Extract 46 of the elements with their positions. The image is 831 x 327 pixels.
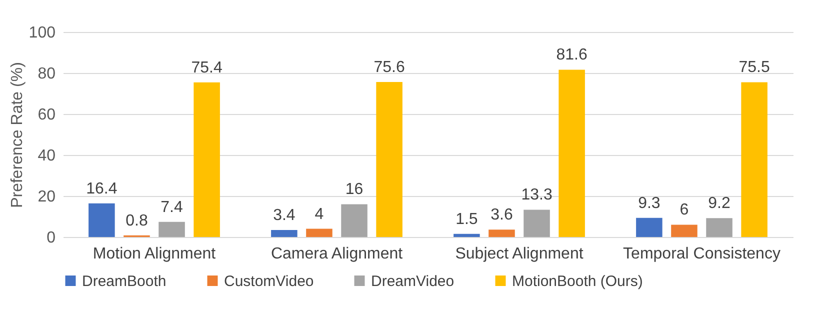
y-axis-title: Preference Rate (%) bbox=[8, 62, 26, 208]
data-label: 75.4 bbox=[191, 59, 222, 76]
bar bbox=[488, 230, 515, 237]
data-label: 4 bbox=[314, 206, 324, 223]
bar bbox=[671, 224, 698, 237]
bar bbox=[706, 218, 732, 237]
data-label: 3.4 bbox=[273, 207, 296, 224]
bar bbox=[741, 82, 768, 237]
y-tick-label: 80 bbox=[38, 66, 56, 82]
x-tick-label: Temporal Consistency bbox=[623, 246, 780, 262]
data-label: 6 bbox=[680, 202, 689, 219]
bar bbox=[524, 210, 550, 237]
legend-label: DreamBooth bbox=[82, 272, 166, 290]
bar bbox=[454, 234, 480, 237]
data-label: 9.3 bbox=[638, 194, 660, 212]
bar bbox=[341, 204, 368, 237]
bar bbox=[194, 82, 220, 237]
data-label: 7.4 bbox=[160, 198, 183, 216]
x-tick-label: Subject Alignment bbox=[455, 246, 584, 262]
y-tick-label: 100 bbox=[28, 24, 56, 42]
x-tick-label: Camera Alignment bbox=[270, 246, 404, 262]
data-label: 0.8 bbox=[126, 212, 148, 230]
legend-label: MotionBooth (Ours) bbox=[512, 272, 643, 290]
data-label: 3.6 bbox=[490, 206, 513, 224]
data-label: 75.6 bbox=[374, 59, 405, 76]
bar bbox=[271, 230, 298, 237]
bar bbox=[306, 228, 332, 237]
data-label: 1.5 bbox=[456, 210, 478, 228]
x-tick-label: Motion Alignment bbox=[92, 246, 216, 262]
data-label: 13.3 bbox=[521, 186, 552, 204]
bar bbox=[88, 203, 115, 237]
bar bbox=[558, 70, 585, 237]
bar bbox=[158, 222, 185, 237]
y-tick-label: 0 bbox=[46, 230, 56, 246]
legend-label: DreamVideo bbox=[371, 272, 454, 290]
legend-label: CustomVideo bbox=[224, 272, 314, 290]
data-label: 16 bbox=[345, 181, 364, 198]
data-label: 16.4 bbox=[86, 180, 118, 198]
y-tick-label: 40 bbox=[38, 148, 56, 164]
y-tick-label: 60 bbox=[38, 106, 56, 124]
data-label: 81.6 bbox=[556, 46, 588, 64]
data-label: 9.2 bbox=[708, 195, 730, 212]
bar bbox=[376, 82, 402, 237]
bar bbox=[636, 218, 662, 237]
y-tick-label: 20 bbox=[38, 188, 56, 206]
data-label: 75.5 bbox=[738, 59, 770, 76]
